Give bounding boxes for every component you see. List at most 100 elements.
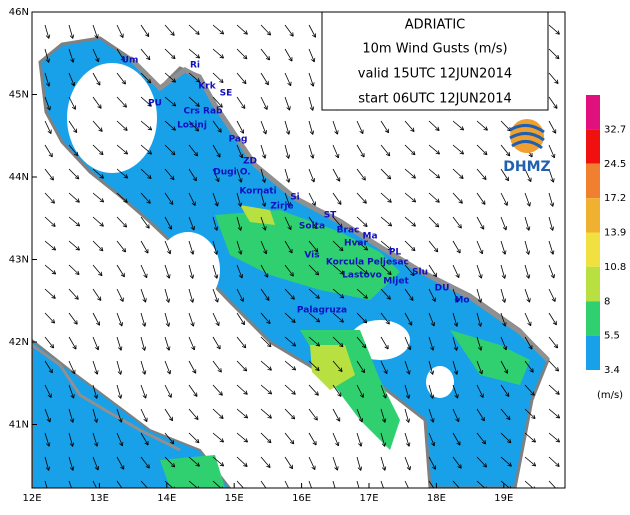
wind-arrow <box>452 168 464 179</box>
wind-arrow <box>500 192 508 206</box>
wind-arrow <box>308 360 320 371</box>
sea-south <box>32 338 232 488</box>
wind-arrow-head <box>455 273 460 279</box>
wind-arrow-head <box>363 246 369 251</box>
wind-arrow-head <box>171 78 176 83</box>
wind-arrow-head <box>93 394 99 399</box>
wind-arrow-head <box>526 298 531 303</box>
wind-arrow-head <box>315 318 321 323</box>
wind-arrow <box>476 120 488 131</box>
wind-arrow <box>428 456 436 470</box>
wind-arrow <box>68 288 79 300</box>
wind-arrow <box>92 432 98 447</box>
wind-arrow-head <box>118 322 123 327</box>
wind-arrow <box>164 96 176 107</box>
place-label: Mljet <box>383 277 409 287</box>
wind-arrow-head <box>99 174 104 179</box>
wind-arrow <box>68 312 78 325</box>
low-gust-area <box>156 232 220 308</box>
wind-arrow-head <box>119 297 124 302</box>
wind-arrow <box>548 216 554 231</box>
wind-arrow <box>500 120 512 132</box>
wind-arrow-head <box>70 58 75 63</box>
wind-arrow <box>428 288 436 302</box>
wind-arrow <box>260 288 270 301</box>
wind-arrow-head <box>312 33 317 38</box>
place-label: Zirje <box>270 202 293 212</box>
wind-arrow-head <box>214 298 219 303</box>
wind-arrow-head <box>337 392 342 397</box>
wind-arrow <box>308 264 320 276</box>
wind-arrow-head <box>361 176 366 181</box>
wind-arrow-head <box>456 249 461 254</box>
wind-arrow-head <box>503 201 508 206</box>
wind-arrow-head <box>267 414 272 419</box>
wind-arrow-head <box>197 486 200 488</box>
wind-arrow-head <box>192 176 197 182</box>
place-label: DU <box>435 284 450 294</box>
wind-arrow-head <box>121 247 127 253</box>
wind-arrow-head <box>386 175 392 180</box>
wind-arrow <box>260 48 270 61</box>
wind-arrow <box>92 48 100 62</box>
place-label: Brac <box>337 226 360 236</box>
wind-arrow <box>44 312 55 324</box>
wind-arrow <box>188 360 197 374</box>
wind-arrow-head <box>70 81 76 87</box>
wind-arrow <box>356 408 363 423</box>
wind-arrow <box>332 336 344 348</box>
wind-arrow-head <box>171 102 177 107</box>
map-frame <box>31 11 566 489</box>
wind-arrow-head <box>435 126 440 131</box>
wind-arrow-head <box>531 438 536 443</box>
wind-arrow-head <box>362 319 368 324</box>
wind-arrow-head <box>263 249 268 255</box>
wind-arrow-head <box>219 438 225 443</box>
wind-arrow <box>140 384 147 399</box>
title-box-frame <box>321 11 549 111</box>
wind-arrow <box>548 264 555 279</box>
wind-arrow-head <box>214 202 219 207</box>
wind-arrow <box>116 96 127 108</box>
wind-arrow <box>548 288 556 302</box>
wind-arrow <box>164 168 175 180</box>
wind-arrow <box>92 24 98 39</box>
wind-arrow-head <box>551 297 556 302</box>
wind-arrow-head <box>99 222 104 227</box>
wind-arrow-head <box>243 414 249 419</box>
wind-arrow-head <box>315 342 321 347</box>
wind-arrow <box>284 216 292 230</box>
place-label: Pag <box>229 135 248 145</box>
wind-arrow <box>236 432 248 443</box>
wind-arrow <box>260 144 266 159</box>
wind-arrow <box>404 240 416 252</box>
wind-arrow-head <box>453 346 459 351</box>
wind-arrow-head <box>288 57 293 62</box>
wind-arrow-head <box>51 222 56 227</box>
wind-arrow <box>44 96 51 111</box>
wind-arrow <box>68 456 74 471</box>
place-label: Ma <box>362 232 377 242</box>
wind-arrow <box>260 432 272 444</box>
wind-arrow <box>164 312 170 327</box>
place-label: Krk <box>198 82 216 92</box>
wind-arrow-head <box>338 367 343 372</box>
wind-arrow-head <box>213 250 219 255</box>
wind-arrow <box>476 456 487 468</box>
wind-arrow-head <box>527 177 532 183</box>
wind-arrow <box>44 120 52 134</box>
wind-arrow <box>500 216 507 231</box>
wind-arrow-head <box>456 441 461 446</box>
wind-arrow-head <box>361 343 367 349</box>
wind-arrow-head <box>291 342 297 347</box>
wind-arrow <box>476 216 485 230</box>
wind-arrow-head <box>459 174 464 179</box>
wind-arrow <box>164 336 170 351</box>
place-label: Slu <box>412 268 428 278</box>
wind-arrow <box>164 456 176 468</box>
wind-arrow-head <box>72 345 77 350</box>
wind-arrow-head <box>146 199 151 204</box>
wind-arrow-head <box>477 298 483 303</box>
wind-arrow-head <box>243 30 248 35</box>
